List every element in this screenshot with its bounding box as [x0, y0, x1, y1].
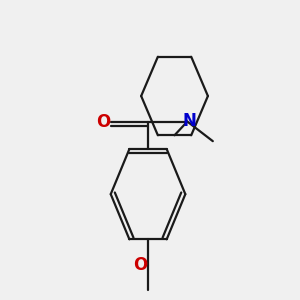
- Text: N: N: [182, 112, 196, 130]
- Text: O: O: [96, 112, 110, 130]
- Text: O: O: [133, 256, 147, 274]
